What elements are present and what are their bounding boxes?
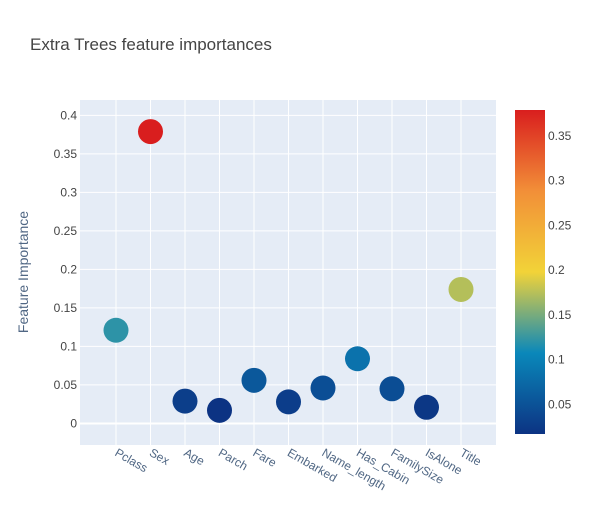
- colorbar-gradient: [515, 110, 545, 434]
- marker-isalone: [414, 394, 439, 420]
- marker-age: [172, 388, 198, 414]
- colorbar-tick-label: 0.15: [548, 308, 572, 322]
- colorbar-tick-label: 0.05: [548, 397, 572, 411]
- marker-familysize: [379, 376, 405, 402]
- colorbar-tick-label: 0.35: [548, 129, 572, 143]
- marker-parch: [207, 397, 232, 423]
- colorbar-tick-label: 0.3: [548, 174, 565, 188]
- y-tick-label: 0.25: [54, 224, 78, 238]
- y-tick-label: 0.4: [60, 108, 77, 122]
- colorbar: 0.05 0.1 0.15 0.2 0.25 0.3 0.35: [515, 110, 572, 434]
- marker-title: [448, 276, 474, 302]
- colorbar-tick-label: 0.1: [548, 353, 565, 367]
- x-tick-label: Sex: [147, 445, 172, 467]
- x-tick-label: Age: [182, 445, 208, 468]
- marker-sex: [138, 119, 163, 145]
- marker-embarked: [276, 389, 301, 415]
- marker-has-cabin: [345, 346, 370, 372]
- marker-fare: [241, 367, 267, 393]
- x-tick-label: Parch: [216, 445, 250, 473]
- x-tick-label: Pclass: [113, 445, 151, 475]
- y-tick-label: 0: [70, 416, 77, 430]
- y-tick-label: 0.3: [60, 185, 77, 199]
- markers: [103, 119, 474, 423]
- y-axis-label: Feature Importance: [15, 211, 31, 333]
- x-tick-label: Fare: [251, 445, 280, 470]
- y-tick-labels: 0 0.05 0.1 0.15 0.2 0.25 0.3 0.35 0.4: [54, 108, 78, 430]
- colorbar-tick-labels: 0.05 0.1 0.15 0.2 0.25 0.3 0.35: [548, 129, 572, 412]
- chart-title: Extra Trees feature importances: [30, 35, 272, 54]
- y-tick-label: 0.2: [60, 262, 77, 276]
- x-gridlines: [115, 100, 462, 445]
- marker-name-length: [310, 375, 336, 401]
- y-tick-label: 0.1: [60, 339, 77, 353]
- colorbar-tick-label: 0.2: [548, 263, 565, 277]
- y-tick-label: 0.15: [54, 301, 78, 315]
- marker-pclass: [103, 317, 129, 343]
- colorbar-tick-label: 0.25: [548, 218, 572, 232]
- y-tick-label: 0.35: [54, 147, 78, 161]
- y-tick-label: 0.05: [54, 378, 78, 392]
